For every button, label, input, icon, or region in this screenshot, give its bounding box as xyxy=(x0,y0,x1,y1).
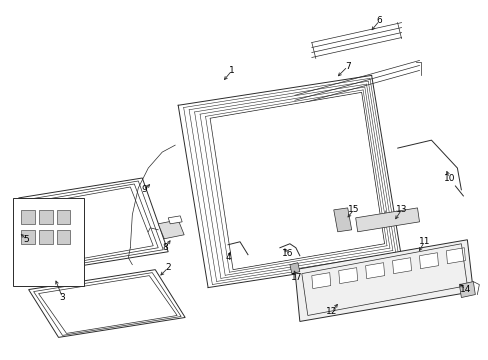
Bar xyxy=(20,210,35,224)
Polygon shape xyxy=(210,92,384,270)
Text: 1: 1 xyxy=(229,66,234,75)
Text: 7: 7 xyxy=(344,62,350,71)
Bar xyxy=(39,210,52,224)
Polygon shape xyxy=(365,263,384,279)
Bar xyxy=(39,230,52,244)
Polygon shape xyxy=(333,208,351,232)
Polygon shape xyxy=(311,273,330,289)
Polygon shape xyxy=(338,268,357,284)
Text: 6: 6 xyxy=(376,16,382,25)
Polygon shape xyxy=(458,282,474,298)
Polygon shape xyxy=(168,216,182,224)
Text: 8: 8 xyxy=(162,243,168,252)
Text: 15: 15 xyxy=(347,206,359,215)
Text: 14: 14 xyxy=(459,285,470,294)
Text: 13: 13 xyxy=(395,206,407,215)
Polygon shape xyxy=(419,253,438,269)
Text: 16: 16 xyxy=(282,249,293,258)
Text: 10: 10 xyxy=(443,174,454,183)
Polygon shape xyxy=(158,220,184,239)
Polygon shape xyxy=(29,270,185,337)
Text: 2: 2 xyxy=(165,263,171,272)
Text: 4: 4 xyxy=(225,253,230,262)
Polygon shape xyxy=(355,208,419,232)
Text: 11: 11 xyxy=(418,237,429,246)
Text: 3: 3 xyxy=(60,293,65,302)
Bar xyxy=(13,198,84,285)
Polygon shape xyxy=(289,263,299,274)
Text: 9: 9 xyxy=(141,185,147,194)
Text: 17: 17 xyxy=(290,273,302,282)
Polygon shape xyxy=(19,178,168,272)
Polygon shape xyxy=(446,248,465,264)
Polygon shape xyxy=(294,240,472,321)
Bar xyxy=(57,230,70,244)
Polygon shape xyxy=(392,258,411,274)
Bar xyxy=(57,210,70,224)
Text: 5: 5 xyxy=(24,235,29,244)
Bar xyxy=(20,230,35,244)
Text: 12: 12 xyxy=(325,307,337,316)
